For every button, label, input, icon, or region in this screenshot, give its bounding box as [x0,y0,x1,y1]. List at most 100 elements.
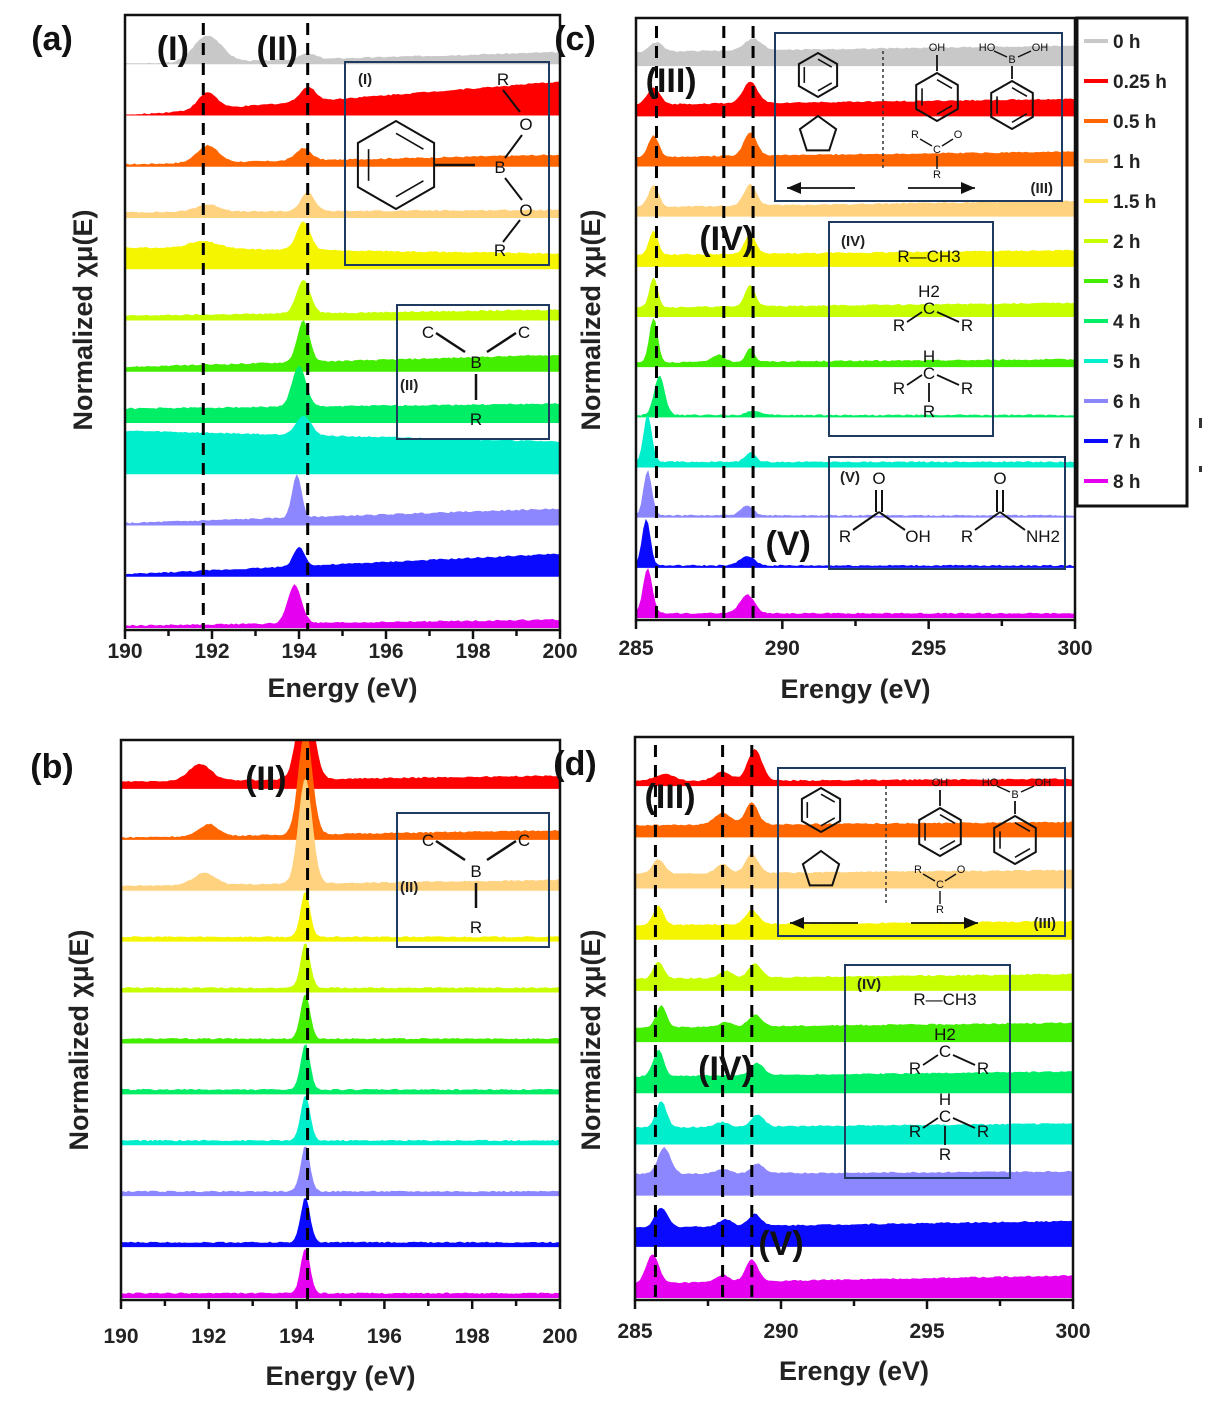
inset-label: (IV) [841,233,865,250]
legend-item: 1.5 h [1084,192,1156,213]
atom: R [923,402,935,421]
x-tick-label: 194 [281,640,316,663]
legend-item: 3 h [1084,272,1140,293]
atom: H2 [918,282,940,301]
atom: R [497,70,509,89]
inset-label: (IV) [857,976,881,993]
atom: B [494,158,505,177]
legend-label: 7 h [1113,432,1140,453]
double-bond [1011,112,1028,123]
bond [944,873,957,882]
double-bond [936,79,953,90]
panel-b: 190 192 194 196 198 200 Energy (eV) Normalized … [30,738,578,1391]
bond [919,138,933,147]
legend-label: 5 h [1113,352,1140,373]
atom: C [923,299,935,318]
x-tick-label: 285 [618,637,653,660]
inset-box-II [396,812,550,948]
atom: H [923,347,935,366]
benzene-ring-icon [797,51,839,99]
legend-label: 2 h [1113,232,1140,253]
bond [1020,785,1035,793]
y-axis-title: Normalized χμ(E) [576,929,606,1150]
spectrum-15h [121,892,560,942]
atom: R [914,864,922,876]
atom: C [422,323,434,342]
atom: C [518,831,530,850]
benzene-ring-icon [918,806,962,858]
atom: R [893,379,905,398]
benzene-ring-icon [915,71,959,123]
spectrum-2h [636,277,1075,317]
legend-label: 1.5 h [1113,192,1156,213]
bond [1017,50,1032,58]
spectrum-7h [125,546,560,577]
double-bond [936,104,953,115]
atom: OH [929,42,946,54]
legend-label: 1 h [1113,152,1140,173]
double-bond [1014,847,1031,858]
atom: C [422,831,434,850]
atom: R [470,918,482,937]
x-tick-label: 198 [455,1325,490,1348]
legend-item: 8 h [1084,472,1140,493]
bond [502,219,521,243]
atom: HO [982,777,999,789]
spectrum-05h [635,802,1073,838]
legend-label: 0 h [1113,32,1140,53]
atom: R [961,379,973,398]
atom: B [470,862,481,881]
legend-item: 4 h [1084,312,1140,333]
spectrum-1h [125,192,560,218]
x-tick-label: 190 [107,640,142,663]
legend-label: 0.5 h [1113,112,1156,133]
atom: C [939,1107,951,1126]
cyclopentadiene-ring-icon [798,114,838,152]
double-bond [820,817,836,827]
spectrum-3h [636,318,1075,368]
bond [922,873,936,882]
atom: R [933,169,941,181]
arrow-right-icon [961,182,975,194]
atom: O [872,469,885,488]
spectrum-6h [125,474,560,526]
spectra [635,749,1073,1298]
inset-box-IV [828,221,994,437]
spectrum-1h [635,853,1073,889]
double-bond [395,132,424,150]
double-bond [939,839,956,850]
spectrum-05h [125,144,560,167]
spectrum-4h [121,1044,560,1095]
bond [906,374,923,386]
y-axis-title: Normalized χμ(E) [64,929,94,1150]
spectrum-0h [125,35,560,65]
legend-item: 2 h [1084,232,1140,253]
x-tick-label: 295 [911,637,946,660]
x-axis-title: Energy (eV) [265,1361,415,1391]
panel-label: (b) [30,748,73,786]
atom: R [977,1059,989,1078]
inset-label: (III) [1031,180,1054,197]
legend-item: 0 h [1084,32,1140,53]
spectrum-6h [635,1146,1073,1196]
legend-item: 6 h [1084,392,1140,413]
atom: C [518,323,530,342]
atom: R [911,129,919,141]
panel-d: 285 290 295 300 Erengy (eV) Normalized χμ(E) (… [553,735,1091,1386]
spectra [636,38,1075,618]
legend-item: 1 h [1084,152,1140,173]
atom: C [933,144,941,156]
spectrum-2h [125,280,560,321]
atom: C [936,879,944,891]
bond [852,511,880,531]
bond [486,839,517,862]
arrow-right-icon [964,917,978,929]
legend-label: 4 h [1113,312,1140,333]
spectrum-4h [636,375,1075,418]
bond [993,50,1008,58]
inset-box-V [828,456,1066,570]
inset-label: (V) [840,469,860,486]
spectrum-025h [636,81,1075,117]
atom: R—CH3 [897,247,960,266]
atom: OH [1035,777,1052,789]
